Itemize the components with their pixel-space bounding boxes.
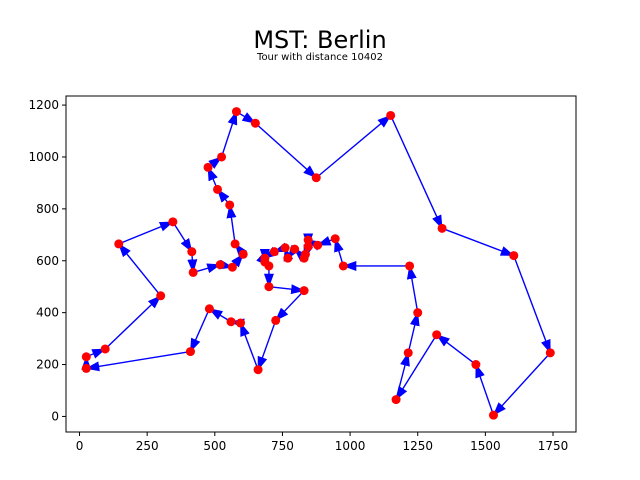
tour-edge-2 [226, 203, 237, 244]
city-point-24 [338, 261, 348, 271]
y-tick-label-2: 400 [36, 306, 59, 320]
city-point-46 [391, 395, 401, 405]
city-point-32 [386, 110, 396, 120]
tour-edge-6 [220, 110, 238, 158]
city-point-42 [311, 173, 321, 183]
city-point-40 [203, 162, 213, 172]
x-tick-label-3: 750 [271, 439, 294, 453]
x-tick-label-4: 1000 [335, 439, 366, 453]
city-points [81, 107, 555, 420]
city-point-25 [403, 348, 413, 358]
tour-edge-46 [118, 243, 162, 297]
city-point-26 [432, 330, 442, 340]
tour-edge-11 [441, 227, 515, 257]
city-point-44 [225, 200, 235, 210]
tour-edges [81, 110, 551, 416]
city-point-8 [231, 107, 241, 117]
city-point-45 [299, 286, 309, 296]
city-point-51 [545, 348, 555, 358]
chart-subtitle: Tour with distance 10402 [256, 52, 383, 63]
city-point-3 [330, 234, 340, 244]
city-point-0 [227, 262, 237, 272]
tour-edge-41 [189, 308, 211, 353]
city-point-20 [156, 291, 166, 301]
x-tick-label-5: 1250 [402, 439, 433, 453]
tour-edge-47 [118, 221, 174, 245]
x-tick-label-7: 1750 [538, 439, 569, 453]
x-tick-label-2: 500 [203, 439, 226, 453]
tour-edge-21 [334, 237, 344, 267]
plot-area-frame [65, 95, 577, 433]
city-point-11 [405, 261, 415, 271]
tour-edge-35 [268, 284, 306, 295]
tour-edge-8 [254, 122, 318, 179]
city-point-28 [253, 365, 263, 375]
city-point-2 [168, 217, 178, 227]
city-point-43 [264, 282, 274, 292]
y-tick-label-4: 800 [36, 202, 59, 216]
city-point-29 [185, 347, 195, 357]
city-point-12 [471, 360, 481, 370]
tour-edge-42 [85, 350, 191, 372]
city-point-6 [81, 352, 91, 362]
city-point-7 [217, 152, 227, 162]
city-point-16 [114, 239, 124, 249]
x-axis: 0 250 500 750 1000 1250 1500 1750 [76, 432, 569, 453]
city-point-17 [187, 247, 197, 257]
city-point-48 [238, 249, 248, 259]
city-point-37 [290, 244, 300, 254]
city-point-49 [236, 318, 246, 328]
city-point-9 [250, 118, 260, 128]
city-point-1 [81, 363, 91, 373]
tour-edge-45 [104, 295, 162, 350]
y-tick-label-6: 1200 [28, 98, 59, 112]
city-point-35 [260, 253, 270, 263]
x-tick-label-0: 0 [76, 439, 84, 453]
city-point-30 [188, 267, 198, 277]
city-point-47 [299, 253, 309, 263]
tour-edge-18 [407, 311, 420, 354]
tour-edge-19 [406, 264, 419, 313]
city-point-39 [280, 243, 290, 253]
tour-edge-16 [395, 334, 438, 401]
y-tick-label-0: 0 [51, 409, 59, 423]
city-point-36 [283, 253, 293, 263]
city-point-19 [226, 317, 236, 327]
city-point-18 [213, 184, 223, 194]
y-tick-label-1: 200 [36, 358, 59, 372]
y-axis: 0 200 400 600 800 1000 1200 [28, 98, 66, 423]
city-point-31 [230, 239, 240, 249]
y-tick-label-3: 600 [36, 254, 59, 268]
city-point-38 [269, 247, 279, 257]
tour-edge-14 [475, 363, 495, 416]
x-tick-label-1: 250 [136, 439, 159, 453]
tour-edge-15 [435, 334, 477, 366]
tour-edge-37 [257, 320, 277, 371]
city-point-14 [303, 235, 313, 245]
tour-edge-13 [492, 352, 551, 416]
tour-edge-36 [274, 290, 305, 322]
tour-edge-38 [239, 322, 259, 370]
tour-edge-50 [192, 263, 222, 274]
city-point-50 [437, 223, 447, 233]
tour-edge-48 [172, 221, 193, 253]
tour-edge-12 [513, 255, 551, 354]
city-point-27 [413, 308, 423, 318]
city-point-10 [509, 251, 519, 261]
tour-edge-9 [315, 114, 392, 179]
city-point-4 [303, 241, 313, 251]
tour-edge-17 [395, 351, 410, 400]
city-point-41 [100, 344, 110, 354]
y-tick-label-5: 1000 [28, 150, 59, 164]
city-point-22 [204, 304, 214, 314]
city-point-15 [271, 315, 281, 325]
city-point-5 [313, 240, 323, 250]
x-tick-label-6: 1500 [470, 439, 501, 453]
chart-title: MST: Berlin [253, 26, 386, 54]
tour-edge-10 [390, 115, 443, 230]
city-point-21 [215, 260, 225, 270]
city-point-13 [488, 410, 498, 420]
